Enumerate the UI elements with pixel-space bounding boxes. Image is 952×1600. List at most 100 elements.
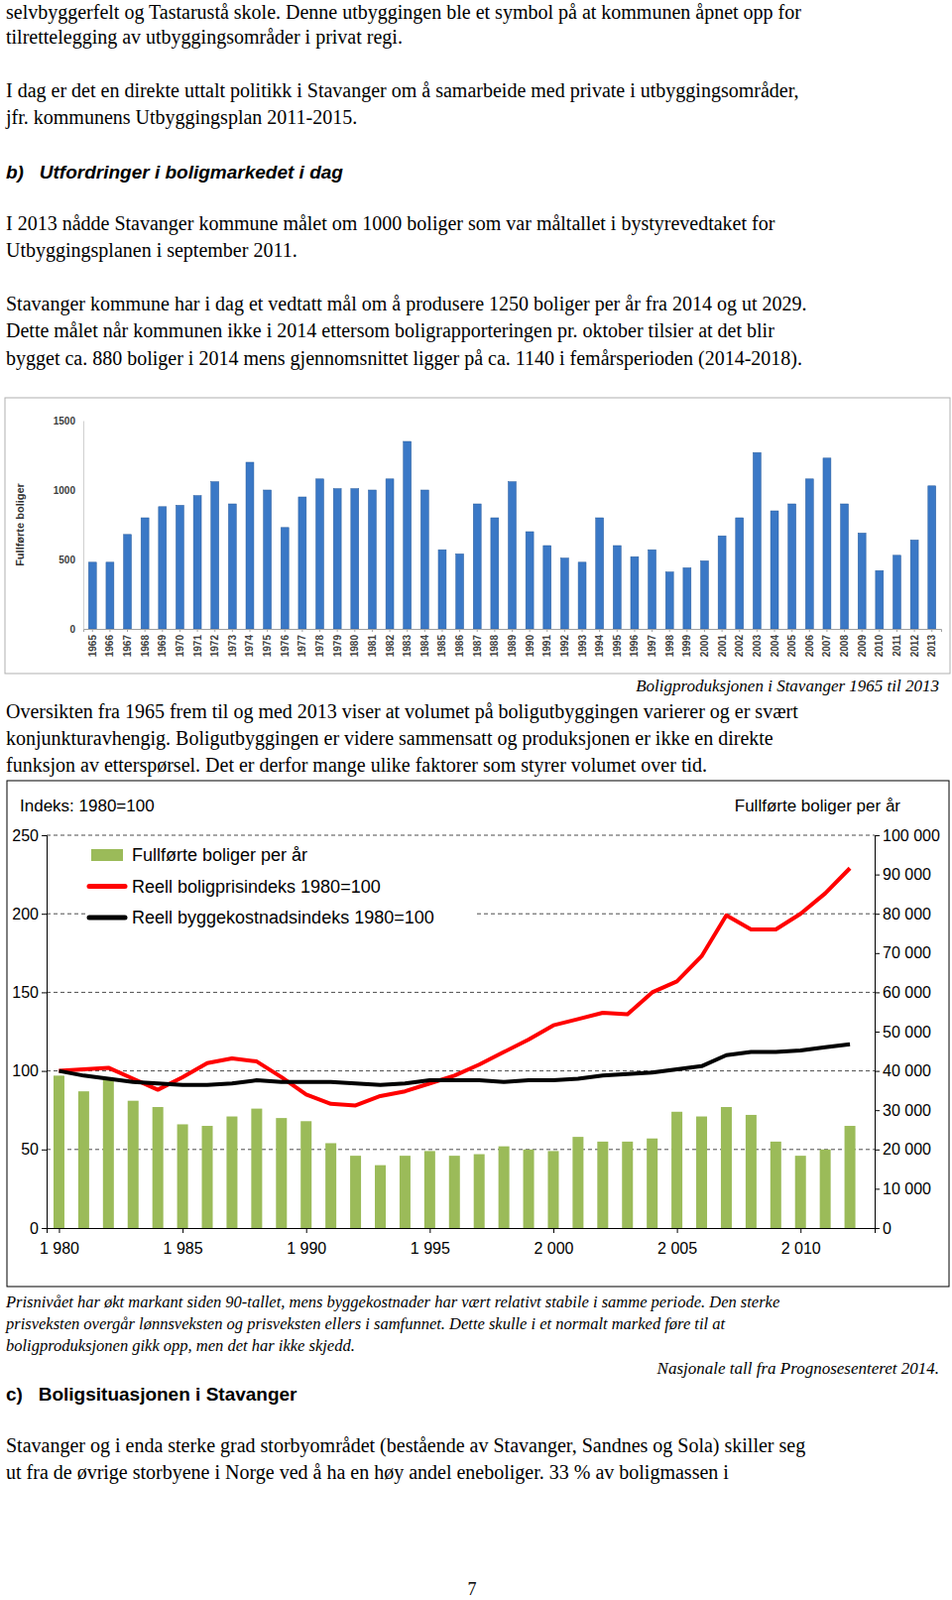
tick: 50 [20,1140,47,1158]
bar [857,532,866,629]
tick: 0 [69,623,84,635]
bar [770,510,779,629]
tick-mark [791,628,793,632]
bar [275,1117,287,1228]
tick-mark [931,628,933,632]
tick-label: 2 005 [657,1239,698,1257]
tick-label: 2009 [856,634,868,658]
paragraph-line: tilrettelegging av utbyggingsområder i p… [5,25,403,49]
legend: Fullførte boliger per årReell boligprisi… [85,838,477,935]
tick: 1968 [139,628,151,657]
tick-mark [92,628,94,632]
tick-label: 1968 [139,634,151,658]
tick: 500 [58,554,84,566]
line [58,1044,850,1085]
tick: 1000 [53,484,84,496]
bar [543,545,552,629]
bar [263,489,272,629]
tick-mark [161,628,163,632]
tick-label: 1973 [227,634,238,658]
bar [595,517,604,629]
tick-mark [58,1227,60,1233]
paragraph-line: Stavanger og i enda sterke grad storbyom… [5,1433,806,1457]
tick: 1987 [472,628,483,657]
tick: 1974 [243,628,255,657]
tick: 1996 [628,628,640,657]
legend-label: Reell boligprisindeks 1980=100 [131,876,381,897]
bar [140,517,149,629]
tick-label: 1967 [121,634,133,658]
bar [621,1141,633,1228]
tick-label: 2 010 [781,1239,822,1257]
tick: 1972 [209,628,221,657]
tick-mark [874,874,880,876]
tick-mark [284,628,286,632]
bar [403,441,412,629]
axis-line [83,421,85,630]
bar [280,527,289,629]
tick-label: 0 [29,1219,39,1237]
tick-mark [337,628,339,632]
tick-label: 1983 [401,634,413,658]
tick-mark [553,1227,555,1233]
tick: 1982 [384,628,396,657]
tick: 1997 [646,628,658,657]
tick: 1 985 [163,1227,204,1257]
tick-mark [301,628,303,632]
tick: 1 980 [39,1227,80,1257]
page: selvbyggerfelt og Tastarustå skole. Denn… [0,0,952,1600]
paragraph-line: konjunkturavhengig. Boligutbyggingen er … [5,726,774,750]
tick-mark [721,628,723,632]
tick-label: 1984 [419,634,431,658]
tick-mark [546,628,548,632]
tick-mark [598,628,600,632]
tick-mark [669,628,671,632]
tick: 1995 [611,628,623,657]
tick: 1 990 [286,1227,327,1257]
tick-mark [651,628,653,632]
tick-label: 150 [11,983,39,1001]
bar [374,1165,386,1228]
tick: 1983 [401,628,413,657]
tick-mark [306,1227,308,1233]
grid-line [46,991,875,993]
bar [523,1149,535,1228]
source: Nasjonale tall fra Prognosesenteret 2014… [656,1358,940,1378]
bar [158,506,167,629]
tick-mark [874,1071,880,1072]
tick-label: 0 [882,1219,892,1237]
tick: 150 [11,983,47,1001]
bar [683,567,692,629]
tick: 2013 [926,628,938,657]
tick: 250 [11,827,47,844]
bar [820,1149,832,1228]
bar [88,562,97,629]
tick-mark [441,628,443,632]
tick-mark [874,952,880,954]
tick: 1994 [594,628,605,657]
paragraph-line: bygget ca. 880 boliger i 2014 mens gjenn… [5,347,803,370]
bar [226,1116,238,1228]
tick: 1991 [541,628,553,657]
tick-mark [914,628,916,632]
tick: 1977 [296,628,308,657]
tick-mark [41,1227,47,1229]
tick: 1966 [104,628,116,657]
tick: 2 010 [781,1227,822,1257]
tick: 80 000 [874,905,932,923]
bar [745,1114,757,1228]
bar [152,1106,164,1228]
tick-mark [874,991,880,993]
bar [316,478,325,629]
bar [78,1090,90,1228]
paragraph-line: I dag er det en direkte uttalt politikk … [5,79,800,103]
tick-label: 1996 [628,634,640,658]
tick: 2005 [786,628,798,657]
tick-label: 1998 [664,634,676,658]
tick: 2011 [891,628,903,657]
tick-label: 1989 [506,634,518,658]
tick-label: 1965 [87,634,99,658]
tick: 70 000 [874,944,932,961]
tick: 200 [11,905,47,923]
chart-title: Boligproduksjonen i Stavanger 1965 til 2… [635,676,940,696]
